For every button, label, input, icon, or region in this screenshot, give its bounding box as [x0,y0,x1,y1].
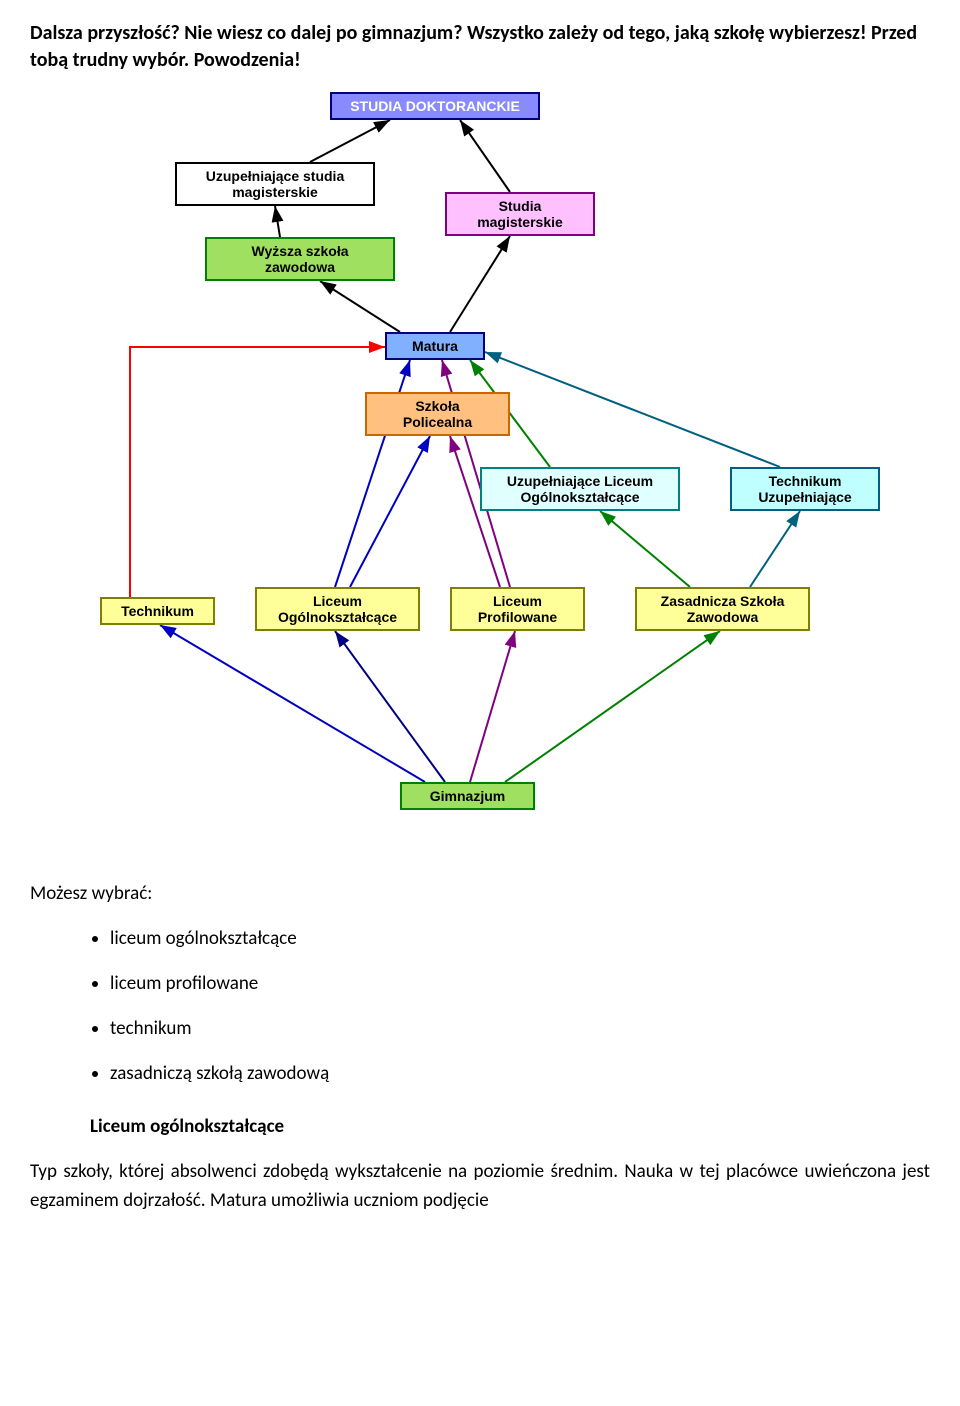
node-wsz: Wyższa szkoła zawodowa [205,237,395,281]
node-zsz: Zasadnicza Szkoła Zawodowa [635,587,810,631]
node-lp: Liceum Profilowane [450,587,585,631]
body-paragraph: Typ szkoły, której absolwenci zdobędą wy… [30,1158,930,1215]
choices-heading: Możesz wybrać: [30,882,930,905]
node-uzup_lo: Uzupełniające Liceum Ogólnokształcące [480,467,680,511]
node-matura: Matura [385,332,485,360]
node-lo: Liceum Ogólnokształcące [255,587,420,631]
list-item: liceum profilowane [110,972,930,995]
node-stud_mag: Studia magisterskie [445,192,595,236]
education-diagram: STUDIA DOKTORANCKIE Uzupełniające studia … [30,82,930,842]
node-doktoranckie: STUDIA DOKTORANCKIE [330,92,540,120]
node-technikum: Technikum [100,597,215,625]
intro-text: Dalsza przyszłość? Nie wiesz co dalej po… [30,20,930,74]
node-policealna: Szkoła Policealna [365,392,510,436]
list-item: technikum [110,1017,930,1040]
node-uzup_mag: Uzupełniające studia magisterskie [175,162,375,206]
section-title: Liceum ogólnokształcące [90,1115,930,1138]
choices-list: liceum ogólnokształcące liceum profilowa… [30,927,930,1085]
node-gimnazjum: Gimnazjum [400,782,535,810]
node-tech_uzup: Technikum Uzupełniające [730,467,880,511]
list-item: liceum ogólnokształcące [110,927,930,950]
list-item: zasadniczą szkołą zawodową [110,1062,930,1085]
